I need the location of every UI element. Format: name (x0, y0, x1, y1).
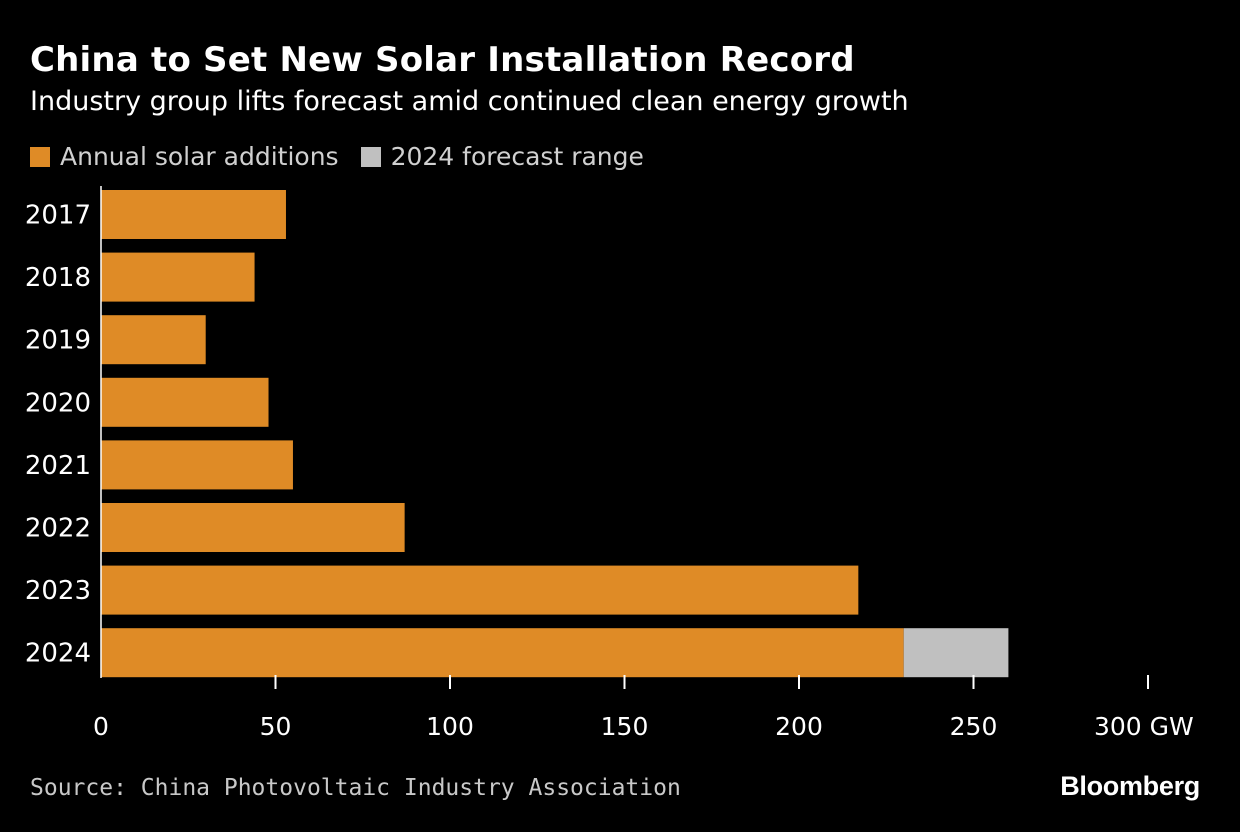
x-tick-label-50: 50 (260, 712, 292, 741)
x-tick-label-250: 250 (950, 712, 998, 741)
bar-2019-series-0 (101, 315, 206, 365)
bar-2021-series-0 (101, 440, 293, 490)
category-label-2019: 2019 (25, 326, 91, 356)
legend-label-annual: Annual solar additions (60, 142, 339, 171)
category-label-2023: 2023 (25, 576, 91, 606)
x-tick-label-100: 100 (426, 712, 474, 741)
bar-2023-series-0 (101, 565, 859, 615)
legend-swatch-annual (30, 146, 50, 167)
x-tick-label-200: 200 (775, 712, 823, 741)
legend: Annual solar additions 2024 forecast ran… (30, 142, 666, 171)
x-tick-label-0: 0 (93, 712, 109, 741)
category-label-2024: 2024 (25, 639, 91, 669)
category-label-2018: 2018 (25, 263, 91, 293)
bar-2024-series-1 (903, 628, 1009, 678)
legend-item-forecast: 2024 forecast range (360, 142, 644, 171)
bar-2022-series-0 (101, 503, 405, 552)
chart-title: China to Set New Solar Installation Reco… (30, 40, 855, 80)
source-note: Source: China Photovoltaic Industry Asso… (30, 775, 681, 801)
bar-2024-series-0 (101, 628, 904, 678)
bar-2018-series-0 (101, 252, 255, 302)
bloomberg-logo: Bloomberg (1060, 771, 1200, 801)
category-label-2022: 2022 (25, 514, 91, 544)
category-label-2021: 2021 (25, 451, 91, 481)
x-tick-label-300: 300 GW (1094, 712, 1194, 741)
bar-2017-series-0 (101, 190, 286, 239)
category-label-2020: 2020 (25, 388, 91, 418)
legend-swatch-forecast (360, 146, 381, 167)
chart-subtitle: Industry group lifts forecast amid conti… (30, 86, 909, 117)
bar-2020-series-0 (101, 377, 269, 427)
x-tick-label-150: 150 (601, 712, 649, 741)
legend-label-forecast: 2024 forecast range (390, 142, 644, 171)
category-label-2017: 2017 (25, 201, 91, 231)
legend-item-annual: Annual solar additions (30, 142, 339, 171)
